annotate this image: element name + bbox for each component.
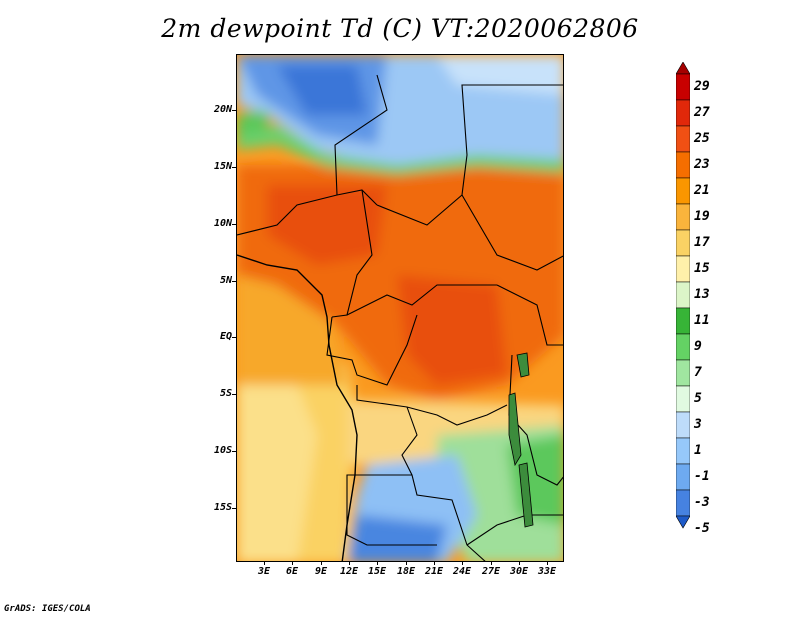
lon-tick	[462, 561, 463, 565]
map-frame	[236, 54, 564, 562]
colorbar-segment	[676, 73, 690, 101]
colorbar-label: 3	[694, 417, 702, 432]
lon-tick	[434, 561, 435, 565]
lat-label: 20N	[213, 104, 232, 115]
colorbar-segment	[676, 333, 690, 361]
lon-tick	[349, 561, 350, 565]
colorbar-label: 1	[694, 443, 702, 458]
lon-label: 21E	[424, 566, 444, 577]
colorbar-label: 11	[694, 313, 710, 328]
lat-label: 15N	[213, 161, 232, 172]
lat-tick	[232, 451, 236, 452]
lon-tick	[406, 561, 407, 565]
lat-label: EQ	[219, 331, 232, 342]
colorbar-label: 27	[694, 105, 710, 120]
colorbar-segment	[676, 177, 690, 205]
colorbar	[676, 62, 690, 529]
lon-tick	[321, 561, 322, 565]
colorbar-segment	[676, 411, 690, 439]
colorbar-segment	[676, 255, 690, 283]
colorbar-segment	[676, 125, 690, 153]
dewpoint-field-map	[237, 55, 563, 561]
colorbar-segment	[676, 437, 690, 465]
colorbar-top-arrow	[676, 62, 690, 75]
lon-tick	[519, 561, 520, 565]
colorbar-bottom-arrow	[676, 515, 690, 529]
lon-label: 3E	[257, 566, 271, 577]
lat-tick	[232, 508, 236, 509]
lon-tick	[547, 561, 548, 565]
lon-tick	[292, 561, 293, 565]
lat-tick	[232, 224, 236, 225]
colorbar-segment	[676, 151, 690, 179]
lat-label: 5N	[219, 275, 232, 286]
colorbar-label: 25	[694, 131, 710, 146]
colorbar-label: 13	[694, 287, 710, 302]
colorbar-label: 7	[694, 365, 702, 380]
lon-tick	[264, 561, 265, 565]
lon-label: 12E	[339, 566, 359, 577]
lon-label: 27E	[481, 566, 501, 577]
colorbar-segment	[676, 489, 690, 517]
lon-label: 33E	[537, 566, 557, 577]
colorbar-segment	[676, 281, 690, 309]
lat-tick	[232, 394, 236, 395]
lon-label: 18E	[396, 566, 416, 577]
colorbar-label: 5	[694, 391, 702, 406]
colorbar-label: -1	[694, 469, 710, 484]
lon-label: 15E	[367, 566, 387, 577]
colorbar-label: 21	[694, 183, 710, 198]
colorbar-segment	[676, 359, 690, 387]
lat-label: 10S	[213, 445, 232, 456]
lat-tick	[232, 281, 236, 282]
lon-tick	[377, 561, 378, 565]
colorbar-segment	[676, 307, 690, 335]
lat-label: 10N	[213, 218, 232, 229]
colorbar-segment	[676, 229, 690, 257]
colorbar-label: 17	[694, 235, 710, 250]
lon-label: 24E	[452, 566, 472, 577]
colorbar-label: -3	[694, 495, 710, 510]
colorbar-segment	[676, 463, 690, 491]
chart-title: 2m dewpoint Td (C) VT:2020062806	[161, 14, 639, 43]
colorbar-label: 23	[694, 157, 710, 172]
colorbar-segment	[676, 99, 690, 127]
lat-tick	[232, 110, 236, 111]
colorbar-label: 15	[694, 261, 710, 276]
lat-tick	[232, 337, 236, 338]
lon-tick	[491, 561, 492, 565]
lat-label: 15S	[213, 502, 232, 513]
lat-label: 5S	[219, 388, 232, 399]
lon-label: 9E	[314, 566, 328, 577]
lakes	[508, 352, 534, 528]
colorbar-segment	[676, 385, 690, 413]
credit-text: GrADS: IGES/COLA	[4, 604, 91, 614]
lon-label: 6E	[285, 566, 299, 577]
colorbar-label: 9	[694, 339, 702, 354]
colorbar-label: 29	[694, 79, 710, 94]
coastline	[237, 254, 358, 561]
colorbar-segment	[676, 203, 690, 231]
country-borders	[237, 74, 563, 561]
lon-label: 30E	[509, 566, 529, 577]
colorbar-label: -5	[694, 521, 710, 536]
colorbar-label: 19	[694, 209, 710, 224]
lat-tick	[232, 167, 236, 168]
